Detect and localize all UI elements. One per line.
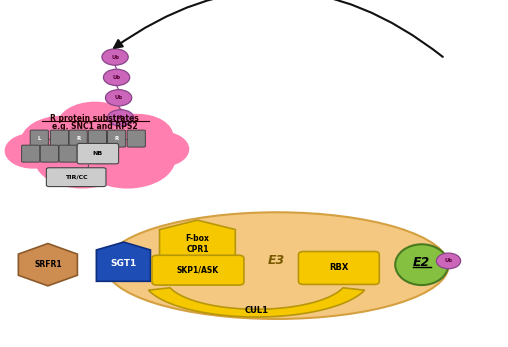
FancyBboxPatch shape (50, 130, 69, 147)
Text: Ub: Ub (116, 116, 124, 120)
FancyBboxPatch shape (88, 130, 107, 147)
Ellipse shape (436, 253, 461, 269)
FancyBboxPatch shape (59, 145, 77, 162)
FancyBboxPatch shape (127, 130, 145, 147)
Text: SRFR1: SRFR1 (34, 260, 61, 269)
Text: Ub: Ub (114, 95, 122, 100)
Text: CUL1: CUL1 (244, 306, 269, 315)
Text: Ub: Ub (444, 259, 453, 263)
Text: R protein substrates: R protein substrates (50, 114, 139, 123)
FancyBboxPatch shape (77, 143, 118, 164)
Text: SKP1/ASK: SKP1/ASK (177, 265, 219, 274)
Ellipse shape (104, 69, 130, 86)
Text: CPR1: CPR1 (186, 245, 209, 254)
Text: L: L (38, 136, 41, 141)
Text: NB: NB (93, 151, 103, 156)
Polygon shape (148, 288, 365, 317)
Polygon shape (160, 220, 235, 262)
Text: RBX: RBX (329, 263, 348, 272)
FancyBboxPatch shape (108, 130, 125, 147)
FancyBboxPatch shape (30, 130, 48, 147)
Text: Ub: Ub (112, 75, 120, 80)
Ellipse shape (102, 49, 128, 65)
FancyBboxPatch shape (69, 130, 87, 147)
FancyBboxPatch shape (152, 255, 244, 285)
FancyBboxPatch shape (40, 145, 58, 162)
Text: TIR/CC: TIR/CC (65, 175, 87, 180)
Ellipse shape (105, 212, 449, 319)
FancyBboxPatch shape (299, 252, 379, 285)
Text: E3: E3 (268, 254, 285, 267)
FancyBboxPatch shape (22, 145, 40, 162)
Text: F-box: F-box (185, 235, 209, 244)
Polygon shape (18, 244, 77, 286)
Text: SGT1: SGT1 (111, 259, 137, 268)
FancyBboxPatch shape (46, 168, 106, 187)
Ellipse shape (395, 244, 448, 285)
Text: e.g. SNC1 and RPS2: e.g. SNC1 and RPS2 (52, 121, 138, 130)
Text: Ub: Ub (111, 54, 119, 60)
Text: R: R (114, 136, 119, 141)
Polygon shape (97, 242, 150, 281)
Text: R: R (76, 136, 80, 141)
Ellipse shape (108, 110, 134, 126)
Text: E2: E2 (413, 256, 430, 269)
Ellipse shape (106, 90, 132, 106)
